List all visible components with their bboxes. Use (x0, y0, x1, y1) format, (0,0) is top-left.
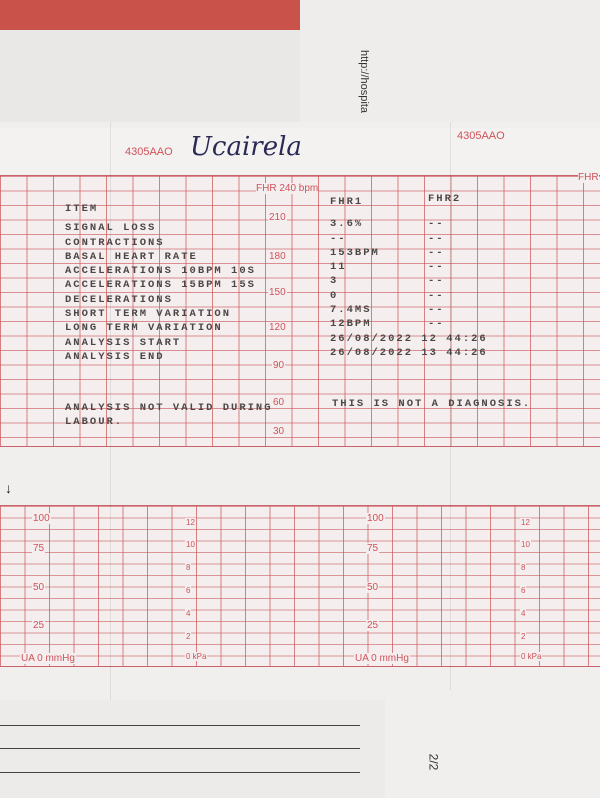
row-item-label: ANALYSIS START (65, 337, 182, 349)
ua-grid (0, 505, 600, 667)
patient-id-left: 4305AAO (125, 146, 173, 158)
ua-zero-label: UA 0 mmHg (354, 653, 410, 664)
fhr-right-label: FHR (578, 172, 599, 183)
row-fhr1-value: 12BPM (330, 318, 372, 330)
ua-tick: 25 (366, 620, 380, 631)
ua-tick: 25 (32, 620, 46, 631)
ua-tick: 75 (32, 543, 46, 554)
row-fhr2-value: -- (428, 261, 445, 273)
row-fhr1-value: 11 (330, 261, 347, 273)
row-fhr2-value: -- (428, 218, 445, 230)
row-item-label: SIGNAL LOSS (65, 222, 157, 234)
row-fhr2-value: -- (428, 233, 445, 245)
ua-tick: 100 (32, 513, 51, 524)
row-fhr1-value: 153BPM (330, 247, 380, 259)
fold-line (450, 122, 451, 700)
page-number: 2/2 (426, 753, 441, 771)
fold-line (110, 122, 111, 700)
note-labour: LABOUR. (65, 416, 124, 428)
background-paper (0, 30, 300, 140)
kpa-tick: 4 (185, 609, 192, 618)
note-not-diagnosis: THIS IS NOT A DIAGNOSIS. (332, 398, 532, 410)
url-text: http://hospita (358, 50, 370, 113)
kpa-zero-label: 0 kPa (185, 652, 208, 661)
row-fhr1-value: 3 (330, 275, 339, 287)
row-item-label: ANALYSIS END (65, 351, 165, 363)
row-fhr2-value: -- (428, 290, 445, 302)
ruled-line (0, 725, 360, 726)
row-fhr1-value: 7.4MS (330, 304, 372, 316)
kpa-tick: 8 (520, 563, 527, 572)
row-item-label: CONTRACTIONS (65, 237, 165, 249)
col-item-header: ITEM (65, 203, 99, 215)
header-band (0, 128, 600, 174)
note-not-valid: ANALYSIS NOT VALID DURING (65, 402, 273, 414)
kpa-tick: 6 (185, 586, 192, 595)
ruled-line (0, 748, 360, 749)
row-item-label: SHORT TERM VARIATION (65, 308, 232, 320)
row-item-label: BASAL HEART RATE (65, 251, 198, 263)
fhr-tick: 30 (272, 426, 286, 437)
fhr-scale-title: FHR 240 bpm (256, 183, 319, 194)
row-fhr1-value: 26/08/2022 12 44:26 (330, 333, 488, 345)
kpa-tick: 6 (520, 586, 527, 595)
ua-tick: 100 (366, 513, 385, 524)
patient-id-right: 4305AAO (457, 130, 505, 142)
row-item-label: ACCELERATIONS 10BPM 10S (65, 265, 256, 277)
fhr-tick: 210 (268, 212, 287, 223)
ua-tick: 50 (32, 582, 46, 593)
ua-tick: 50 (366, 582, 380, 593)
col-fhr2-header: FHR2 (428, 193, 462, 205)
row-item-label: DECELERATIONS (65, 294, 173, 306)
fhr-tick: 150 (268, 287, 287, 298)
kpa-zero-label: 0 kPa (520, 652, 543, 661)
kpa-tick: 12 (520, 518, 531, 527)
kpa-tick: 4 (520, 609, 527, 618)
background-paper-right (300, 0, 600, 130)
kpa-tick: 2 (520, 632, 527, 641)
bottom-right-paper (385, 690, 600, 798)
row-item-label: ACCELERATIONS 15BPM 15S (65, 279, 256, 291)
row-fhr1-value: 26/08/2022 13 44:26 (330, 347, 488, 359)
fhr-tick: 180 (268, 251, 287, 262)
col-fhr1-header: FHR1 (330, 196, 364, 208)
handwritten-name: Ucairela (190, 132, 302, 162)
ua-zero-label: UA 0 mmHg (20, 653, 76, 664)
row-fhr1-value: -- (330, 233, 347, 245)
kpa-tick: 8 (185, 563, 192, 572)
kpa-tick: 12 (185, 518, 196, 527)
kpa-tick: 10 (185, 540, 196, 549)
kpa-tick: 2 (185, 632, 192, 641)
fhr-tick: 90 (272, 360, 286, 371)
row-fhr2-value: -- (428, 304, 445, 316)
row-item-label: LONG TERM VARIATION (65, 322, 223, 334)
fhr-tick: 120 (268, 322, 287, 333)
ruled-line (0, 772, 360, 773)
fhr-tick: 60 (272, 397, 286, 408)
row-fhr1-value: 3.6% (330, 218, 364, 230)
bottom-paper (0, 700, 390, 798)
row-fhr2-value: -- (428, 247, 445, 259)
event-marker-icon: ↓ (5, 480, 12, 496)
ua-tick: 75 (366, 543, 380, 554)
row-fhr2-value: -- (428, 275, 445, 287)
fhr-grid (0, 175, 600, 447)
row-fhr2-value: -- (428, 318, 445, 330)
kpa-tick: 10 (520, 540, 531, 549)
row-fhr1-value: 0 (330, 290, 339, 302)
